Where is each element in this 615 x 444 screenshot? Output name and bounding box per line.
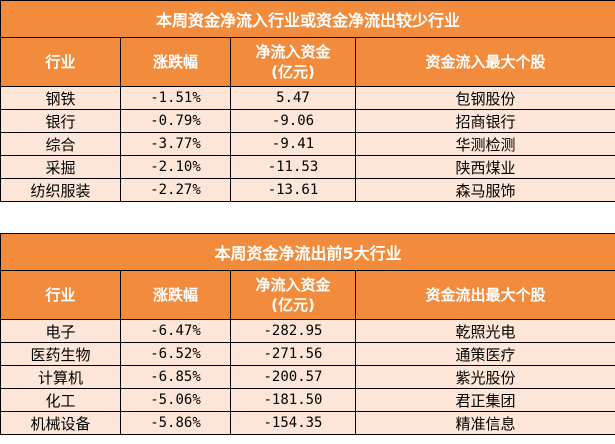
industry-cell: 钢铁 [0, 86, 121, 110]
header-net-inflow-line1: 净流入资金 [255, 43, 331, 61]
inflow-table-title: 本周资金净流入行业或资金净流出较少行业 [0, 0, 615, 38]
header-net-inflow-unit: (亿元) [271, 63, 315, 81]
change-cell: -6.85% [120, 365, 231, 389]
net-inflow-cell: -181.50 [230, 388, 356, 412]
net-inflow-cell: 5.47 [230, 86, 356, 110]
header-net-inflow-line1: 净流入资金 [255, 276, 331, 294]
change-cell: -3.77% [120, 132, 231, 156]
industry-cell: 电子 [0, 319, 121, 343]
top-stock-cell: 包钢股份 [354, 86, 615, 110]
net-inflow-cell: -200.57 [230, 365, 356, 389]
industry-cell: 采掘 [0, 155, 121, 179]
table-row: 电子 -6.47% -282.95 乾照光电 [0, 319, 615, 343]
industry-cell: 医药生物 [0, 342, 121, 366]
table-row: 机械设备 -5.86% -154.35 精准信息 [0, 411, 615, 435]
change-cell: -1.51% [120, 86, 231, 110]
industry-cell: 银行 [0, 109, 121, 133]
change-cell: -5.06% [120, 388, 231, 412]
header-top-stock: 资金流出最大个股 [354, 270, 615, 320]
outflow-table: 本周资金净流出前5大行业 行业 涨跌幅 净流入资金 (亿元) 资金流出最大个股 … [0, 233, 615, 435]
table-row: 综合 -3.77% -9.41 华测检测 [0, 132, 615, 156]
header-change: 涨跌幅 [120, 37, 231, 87]
net-inflow-cell: -9.06 [230, 109, 356, 133]
change-cell: -2.27% [120, 178, 231, 202]
header-top-stock: 资金流入最大个股 [354, 37, 615, 87]
change-cell: -6.52% [120, 342, 231, 366]
table-row: 化工 -5.06% -181.50 君正集团 [0, 388, 615, 412]
industry-cell: 综合 [0, 132, 121, 156]
net-inflow-cell: -9.41 [230, 132, 356, 156]
inflow-table: 本周资金净流入行业或资金净流出较少行业 行业 涨跌幅 净流入资金 (亿元) 资金… [0, 0, 615, 202]
table-row: 医药生物 -6.52% -271.56 通策医疗 [0, 342, 615, 366]
net-inflow-cell: -154.35 [230, 411, 356, 435]
change-cell: -0.79% [120, 109, 231, 133]
top-stock-cell: 招商银行 [354, 109, 615, 133]
top-stock-cell: 华测检测 [354, 132, 615, 156]
header-change: 涨跌幅 [120, 270, 231, 320]
top-stock-cell: 乾照光电 [354, 319, 615, 343]
table-row: 银行 -0.79% -9.06 招商银行 [0, 109, 615, 133]
header-net-inflow-unit: (亿元) [271, 296, 315, 314]
outflow-table-title: 本周资金净流出前5大行业 [0, 233, 615, 271]
table-row: 纺织服装 -2.27% -13.61 森马服饰 [0, 178, 615, 202]
top-stock-cell: 通策医疗 [354, 342, 615, 366]
top-stock-cell: 君正集团 [354, 388, 615, 412]
header-industry: 行业 [0, 37, 121, 87]
header-industry: 行业 [0, 270, 121, 320]
net-inflow-cell: -13.61 [230, 178, 356, 202]
net-inflow-cell: -271.56 [230, 342, 356, 366]
top-stock-cell: 精准信息 [354, 411, 615, 435]
net-inflow-cell: -282.95 [230, 319, 356, 343]
top-stock-cell: 陕西煤业 [354, 155, 615, 179]
industry-cell: 计算机 [0, 365, 121, 389]
change-cell: -2.10% [120, 155, 231, 179]
table-row: 采掘 -2.10% -11.53 陕西煤业 [0, 155, 615, 179]
change-cell: -5.86% [120, 411, 231, 435]
net-inflow-cell: -11.53 [230, 155, 356, 179]
table-row: 钢铁 -1.51% 5.47 包钢股份 [0, 86, 615, 110]
header-net-inflow: 净流入资金 (亿元) [230, 37, 356, 87]
industry-cell: 化工 [0, 388, 121, 412]
top-stock-cell: 森马服饰 [354, 178, 615, 202]
industry-cell: 纺织服装 [0, 178, 121, 202]
top-stock-cell: 紫光股份 [354, 365, 615, 389]
change-cell: -6.47% [120, 319, 231, 343]
table-row: 计算机 -6.85% -200.57 紫光股份 [0, 365, 615, 389]
industry-cell: 机械设备 [0, 411, 121, 435]
header-net-inflow: 净流入资金 (亿元) [230, 270, 356, 320]
